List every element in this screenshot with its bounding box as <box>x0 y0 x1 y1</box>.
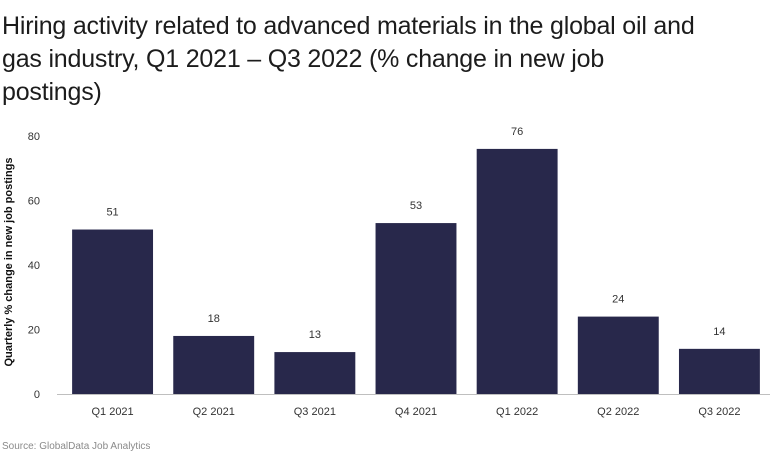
bar <box>476 148 558 394</box>
y-tick-label: 40 <box>28 260 40 272</box>
bar <box>375 223 457 394</box>
bar <box>173 335 255 394</box>
y-axis-label: Quarterly % change in new job postings <box>3 157 15 366</box>
x-tick-label: Q2 2022 <box>597 406 639 418</box>
data-label: 76 <box>511 126 523 138</box>
x-tick-label: Q2 2021 <box>193 406 235 418</box>
data-label: 18 <box>208 313 220 325</box>
y-tick-label: 80 <box>28 131 40 143</box>
data-label: 51 <box>106 207 118 219</box>
bar <box>274 352 356 394</box>
bar <box>577 316 659 394</box>
chart-title: Hiring activity related to advanced mate… <box>2 12 695 106</box>
x-tick-label: Q1 2021 <box>91 406 133 418</box>
x-tick-label: Q4 2021 <box>395 406 437 418</box>
data-label: 13 <box>309 329 321 341</box>
bar <box>72 229 154 394</box>
y-tick-label: 20 <box>28 325 40 337</box>
y-tick-label: 0 <box>34 389 40 401</box>
data-label: 24 <box>612 294 624 306</box>
data-label: 14 <box>713 326 725 338</box>
x-tick-label: Q1 2022 <box>496 406 538 418</box>
source-note: Source: GlobalData Job Analytics <box>2 441 151 452</box>
y-tick-label: 60 <box>28 196 40 208</box>
bar <box>678 348 760 394</box>
x-tick-label: Q3 2022 <box>698 406 740 418</box>
x-tick-label: Q3 2021 <box>294 406 336 418</box>
data-label: 53 <box>410 200 422 212</box>
